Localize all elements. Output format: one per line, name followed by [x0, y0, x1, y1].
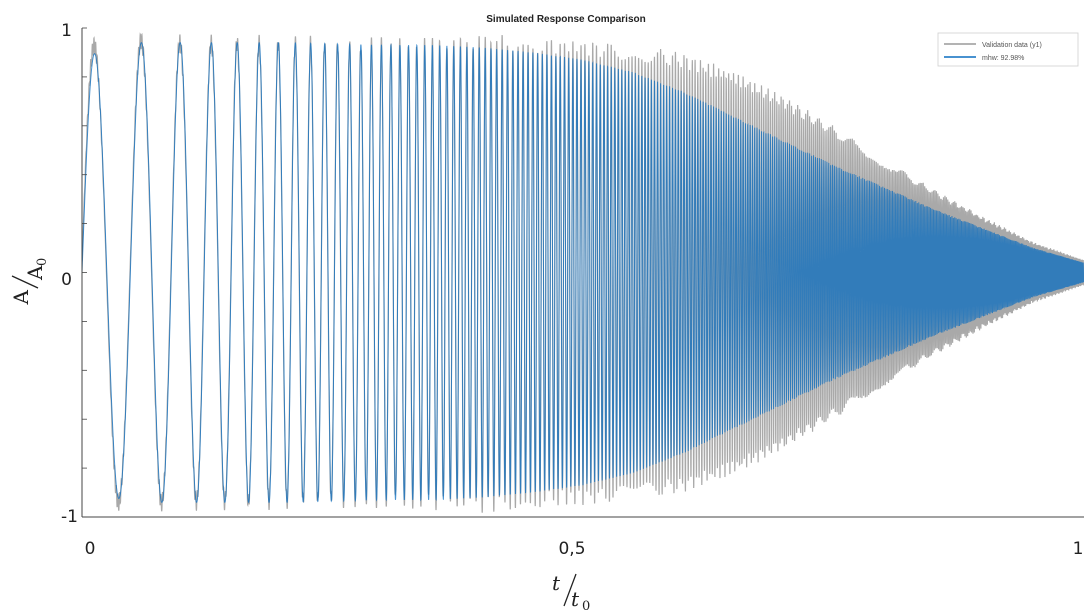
y-tick-label-0: 0 [61, 270, 72, 290]
legend-box [937, 32, 1079, 67]
y-minor-ticks [82, 27, 87, 518]
y-axis-label-subscript: 0 [35, 258, 50, 266]
x-tick-label-0: 0 [85, 539, 96, 559]
y-tick-label-1: 1 [61, 21, 72, 41]
legend-label-validation: Validation data (y1) [982, 42, 1042, 49]
legend: Validation data (y1) mhw: 92.98% [937, 32, 1079, 67]
chart-title: Simulated Response Comparison [486, 14, 645, 25]
series-layer [82, 32, 1084, 513]
y-axis-label-denominator: A [23, 265, 47, 281]
y-axis-label-slash [11, 275, 39, 289]
x-axis-label-numerator: t [552, 571, 561, 595]
y-axis-label-numerator: A [9, 289, 33, 305]
series-line-model [82, 41, 1084, 504]
y-tick-label-minus1: -1 [61, 507, 78, 527]
x-axis-label: t t 0 [552, 571, 590, 613]
x-tick-label-1: 1 [1073, 539, 1084, 559]
y-axis-label: A A 0 [9, 258, 50, 306]
x-tick-label-0-5: 0,5 [558, 539, 585, 559]
x-axis-label-slash [563, 573, 577, 607]
legend-label-model: mhw: 92.98% [982, 55, 1024, 62]
x-axis-label-subscript: 0 [582, 599, 590, 613]
x-axis-label-denominator: t [571, 587, 580, 611]
